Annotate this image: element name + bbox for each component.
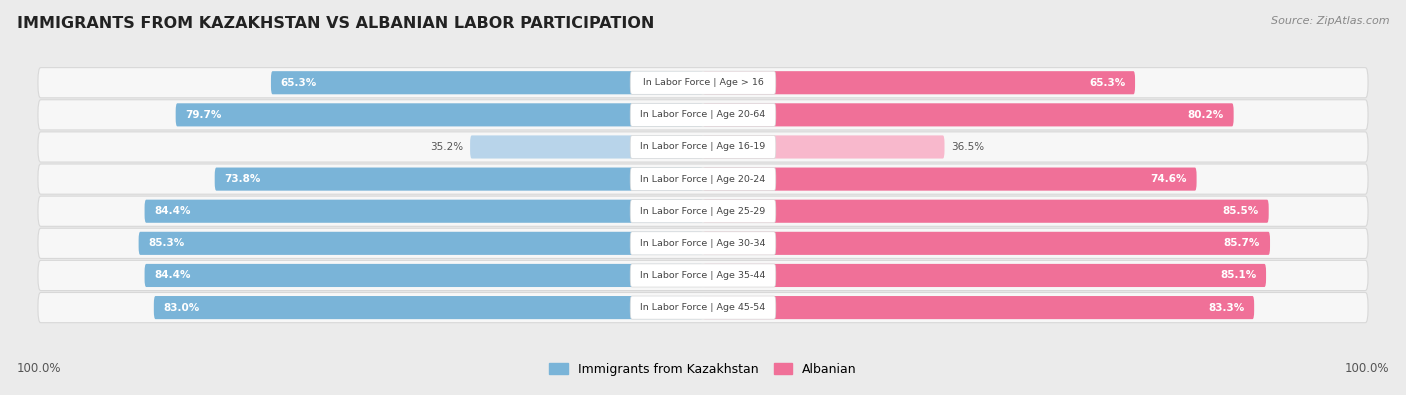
FancyBboxPatch shape <box>470 135 703 158</box>
FancyBboxPatch shape <box>139 232 703 255</box>
FancyBboxPatch shape <box>703 232 1270 255</box>
FancyBboxPatch shape <box>145 264 703 287</box>
FancyBboxPatch shape <box>38 100 1368 130</box>
FancyBboxPatch shape <box>630 264 776 287</box>
Text: 74.6%: 74.6% <box>1150 174 1187 184</box>
Text: 80.2%: 80.2% <box>1188 110 1223 120</box>
FancyBboxPatch shape <box>630 232 776 255</box>
FancyBboxPatch shape <box>630 103 776 126</box>
FancyBboxPatch shape <box>153 296 703 319</box>
FancyBboxPatch shape <box>38 228 1368 258</box>
FancyBboxPatch shape <box>38 132 1368 162</box>
Text: 83.3%: 83.3% <box>1208 303 1244 312</box>
Text: 36.5%: 36.5% <box>950 142 984 152</box>
FancyBboxPatch shape <box>38 68 1368 98</box>
FancyBboxPatch shape <box>630 71 776 94</box>
FancyBboxPatch shape <box>271 71 703 94</box>
FancyBboxPatch shape <box>38 260 1368 291</box>
FancyBboxPatch shape <box>145 199 703 223</box>
Text: In Labor Force | Age > 16: In Labor Force | Age > 16 <box>643 78 763 87</box>
Text: In Labor Force | Age 16-19: In Labor Force | Age 16-19 <box>640 143 766 151</box>
Text: IMMIGRANTS FROM KAZAKHSTAN VS ALBANIAN LABOR PARTICIPATION: IMMIGRANTS FROM KAZAKHSTAN VS ALBANIAN L… <box>17 16 654 31</box>
Text: 65.3%: 65.3% <box>1088 78 1125 88</box>
FancyBboxPatch shape <box>630 296 776 319</box>
FancyBboxPatch shape <box>38 164 1368 194</box>
Text: In Labor Force | Age 35-44: In Labor Force | Age 35-44 <box>640 271 766 280</box>
Legend: Immigrants from Kazakhstan, Albanian: Immigrants from Kazakhstan, Albanian <box>544 358 862 381</box>
Text: 83.0%: 83.0% <box>163 303 200 312</box>
Text: Source: ZipAtlas.com: Source: ZipAtlas.com <box>1271 16 1389 26</box>
FancyBboxPatch shape <box>38 292 1368 323</box>
FancyBboxPatch shape <box>703 135 945 158</box>
Text: In Labor Force | Age 45-54: In Labor Force | Age 45-54 <box>640 303 766 312</box>
Text: In Labor Force | Age 30-34: In Labor Force | Age 30-34 <box>640 239 766 248</box>
Text: 85.1%: 85.1% <box>1220 271 1256 280</box>
FancyBboxPatch shape <box>630 199 776 223</box>
Text: 79.7%: 79.7% <box>186 110 222 120</box>
FancyBboxPatch shape <box>703 71 1135 94</box>
FancyBboxPatch shape <box>215 167 703 191</box>
Text: 85.7%: 85.7% <box>1223 238 1260 248</box>
FancyBboxPatch shape <box>630 167 776 191</box>
Text: 100.0%: 100.0% <box>17 362 62 375</box>
FancyBboxPatch shape <box>38 196 1368 226</box>
Text: 100.0%: 100.0% <box>1344 362 1389 375</box>
Text: In Labor Force | Age 25-29: In Labor Force | Age 25-29 <box>640 207 766 216</box>
FancyBboxPatch shape <box>703 103 1233 126</box>
FancyBboxPatch shape <box>703 264 1265 287</box>
Text: In Labor Force | Age 20-24: In Labor Force | Age 20-24 <box>640 175 766 184</box>
FancyBboxPatch shape <box>630 135 776 158</box>
Text: 65.3%: 65.3% <box>281 78 318 88</box>
FancyBboxPatch shape <box>703 167 1197 191</box>
Text: 85.3%: 85.3% <box>149 238 184 248</box>
FancyBboxPatch shape <box>176 103 703 126</box>
Text: 85.5%: 85.5% <box>1223 206 1258 216</box>
Text: 73.8%: 73.8% <box>225 174 262 184</box>
Text: 84.4%: 84.4% <box>155 271 191 280</box>
Text: 35.2%: 35.2% <box>430 142 464 152</box>
Text: 84.4%: 84.4% <box>155 206 191 216</box>
FancyBboxPatch shape <box>703 199 1268 223</box>
FancyBboxPatch shape <box>703 296 1254 319</box>
Text: In Labor Force | Age 20-64: In Labor Force | Age 20-64 <box>640 110 766 119</box>
